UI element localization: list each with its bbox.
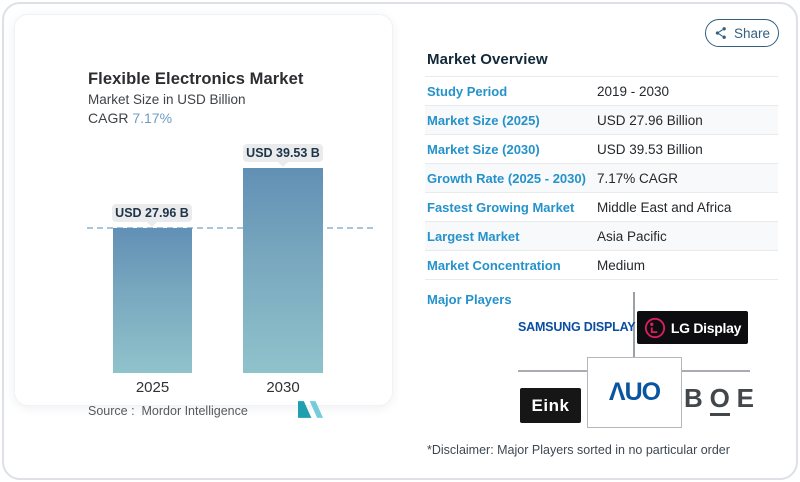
row-value: USD 39.53 Billion (597, 141, 703, 157)
cagr-value: 7.17% (132, 110, 173, 126)
eink-logo-text: Eink (531, 395, 570, 415)
reference-dashed-line (87, 227, 373, 229)
boe-letter-e: E (736, 383, 754, 413)
market-overview-heading: Market Overview (427, 51, 548, 68)
table-row-fastest-growing-market: Fastest Growing Market Middle East and A… (425, 193, 778, 222)
major-players-disclaimer: *Disclaimer: Major Players sorted in no … (427, 443, 730, 457)
chart-subtitle: Market Size in USD Billion (88, 92, 246, 107)
boe-logo: B O E (684, 385, 754, 417)
row-label: Fastest Growing Market (427, 199, 575, 215)
players-connector-horizontal-line-right (682, 370, 750, 372)
row-value: 7.17% CAGR (597, 170, 679, 186)
major-players-label: Major Players (427, 292, 512, 307)
share-icon (715, 27, 726, 39)
samsung-display-logo: SAMSUNG DISPLAY (518, 320, 636, 334)
source-label: Source : (88, 404, 135, 418)
lg-display-logo-text: LG Display (670, 319, 742, 336)
row-value: Medium (597, 257, 646, 273)
market-overview-table: Study Period 2019 - 2030 Market Size (20… (425, 76, 778, 280)
eink-logo: Eink (520, 388, 581, 423)
auo-logo-text: ΛUO (608, 378, 661, 406)
row-label: Study Period (427, 83, 508, 99)
bar-2030 (243, 168, 323, 373)
data-label-2025: USD 27.96 B (112, 204, 192, 227)
row-value: Asia Pacific (597, 228, 667, 244)
mordor-intelligence-logo-icon (298, 401, 323, 418)
boe-letter-b: B (684, 383, 703, 413)
chart-cagr-line: CAGR 7.17% (88, 110, 172, 126)
table-row-market-concentration: Market Concentration Medium (425, 251, 778, 280)
players-connector-horizontal-line-left (518, 370, 587, 372)
x-axis-label-2025: 2025 (135, 379, 170, 396)
table-row-largest-market: Largest Market Asia Pacific (425, 222, 778, 251)
lg-symbol-icon (644, 317, 666, 338)
row-label: Largest Market (427, 228, 520, 244)
share-button[interactable]: Share (705, 19, 779, 47)
cagr-label: CAGR (88, 110, 129, 126)
lg-display-logo: LG Display (637, 311, 748, 344)
chart-card: Flexible Electronics Market Market Size … (14, 14, 393, 418)
source-name: Mordor Intelligence (141, 404, 248, 418)
boe-letter-o: O (709, 385, 730, 416)
table-row-study-period: Study Period 2019 - 2030 (425, 77, 778, 106)
bar-2025 (113, 228, 192, 373)
auo-logo-box: ΛUO (587, 357, 682, 428)
row-value: 2019 - 2030 (597, 83, 670, 99)
row-label: Market Concentration (427, 257, 561, 273)
row-value: Middle East and Africa (597, 199, 732, 215)
share-button-label: Share (733, 25, 771, 41)
row-value: USD 27.96 Billion (597, 112, 703, 128)
row-label: Market Size (2025) (427, 112, 540, 128)
players-connector-vertical-line (633, 292, 635, 357)
row-label: Market Size (2030) (427, 141, 540, 157)
source-attribution: Source : Mordor Intelligence (88, 404, 248, 418)
data-label-2030: USD 39.53 B (243, 144, 323, 167)
row-label: Growth Rate (2025 - 2030) (427, 170, 586, 186)
table-row-market-size-2030: Market Size (2030) USD 39.53 Billion (425, 135, 778, 164)
x-axis-label-2030: 2030 (266, 379, 300, 396)
table-row-market-size-2025: Market Size (2025) USD 27.96 Billion (425, 106, 778, 135)
table-row-growth-rate: Growth Rate (2025 - 2030) 7.17% CAGR (425, 164, 778, 193)
chart-title: Flexible Electronics Market (88, 70, 304, 88)
